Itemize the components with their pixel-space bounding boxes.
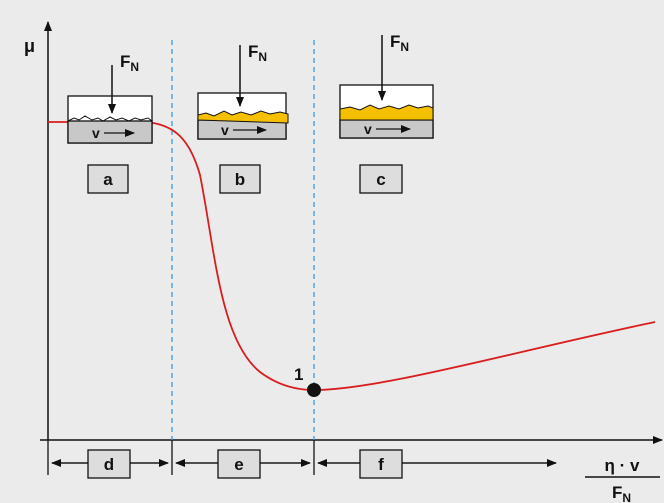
- zone-label: e: [234, 455, 243, 474]
- svg-text:FN: FN: [120, 52, 139, 74]
- svg-text:FN: FN: [390, 32, 409, 54]
- subscript: N: [130, 60, 139, 74]
- panel-c: FN v c: [339, 32, 434, 194]
- symbol: F: [248, 42, 258, 61]
- subscript: N: [622, 491, 631, 503]
- panel-label: c: [376, 170, 385, 189]
- y-axis-label: μ: [24, 36, 35, 56]
- panel-label: b: [235, 170, 245, 189]
- minimum-point: [307, 383, 321, 397]
- point-label: 1: [294, 365, 303, 384]
- panel-label: a: [103, 170, 113, 189]
- panel-a: FN v a: [67, 52, 153, 194]
- zone-e: e: [217, 449, 261, 479]
- friction-curve: [48, 121, 656, 391]
- zone-label: f: [378, 455, 384, 474]
- symbol: F: [390, 32, 400, 51]
- svg-text:FN: FN: [248, 42, 267, 64]
- x-axis-denominator: FN: [612, 483, 631, 503]
- subscript: N: [258, 50, 267, 64]
- zone-d: d: [87, 449, 131, 479]
- velocity-label: v: [92, 125, 100, 141]
- zone-label: d: [104, 455, 114, 474]
- x-axis-label: η · v: [605, 456, 640, 475]
- symbol: F: [120, 52, 130, 71]
- subscript: N: [400, 40, 409, 54]
- velocity-label: v: [364, 121, 372, 137]
- symbol: F: [612, 483, 622, 502]
- panel-b: FN v b: [197, 42, 289, 194]
- zone-f: f: [359, 449, 403, 479]
- velocity-label: v: [221, 122, 229, 138]
